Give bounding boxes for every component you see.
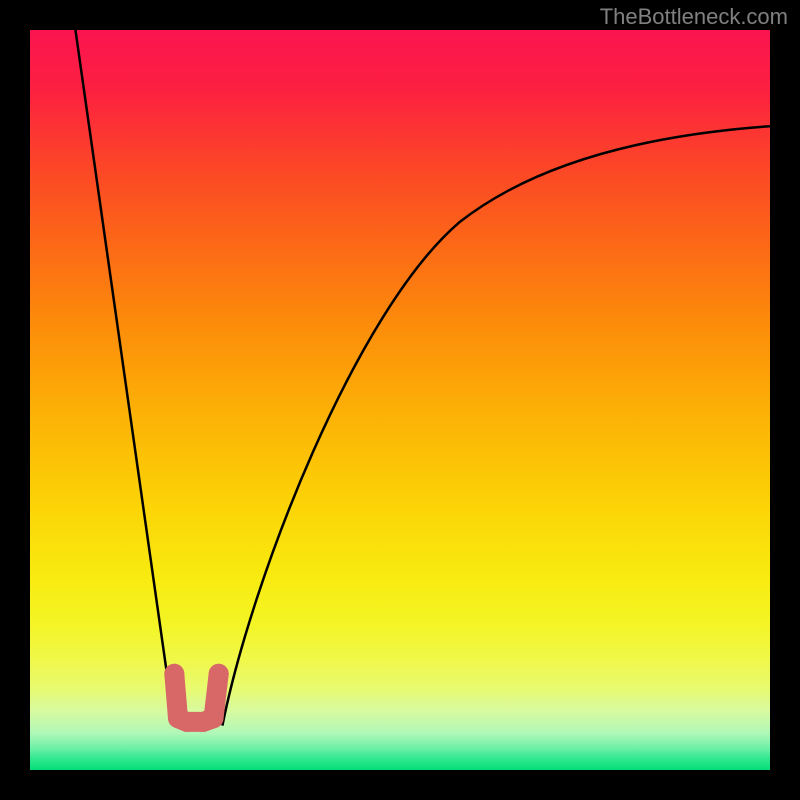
attribution-link[interactable]: TheBottleneck.com — [600, 4, 788, 30]
chart-canvas — [30, 30, 770, 770]
bottleneck-chart — [30, 30, 770, 770]
